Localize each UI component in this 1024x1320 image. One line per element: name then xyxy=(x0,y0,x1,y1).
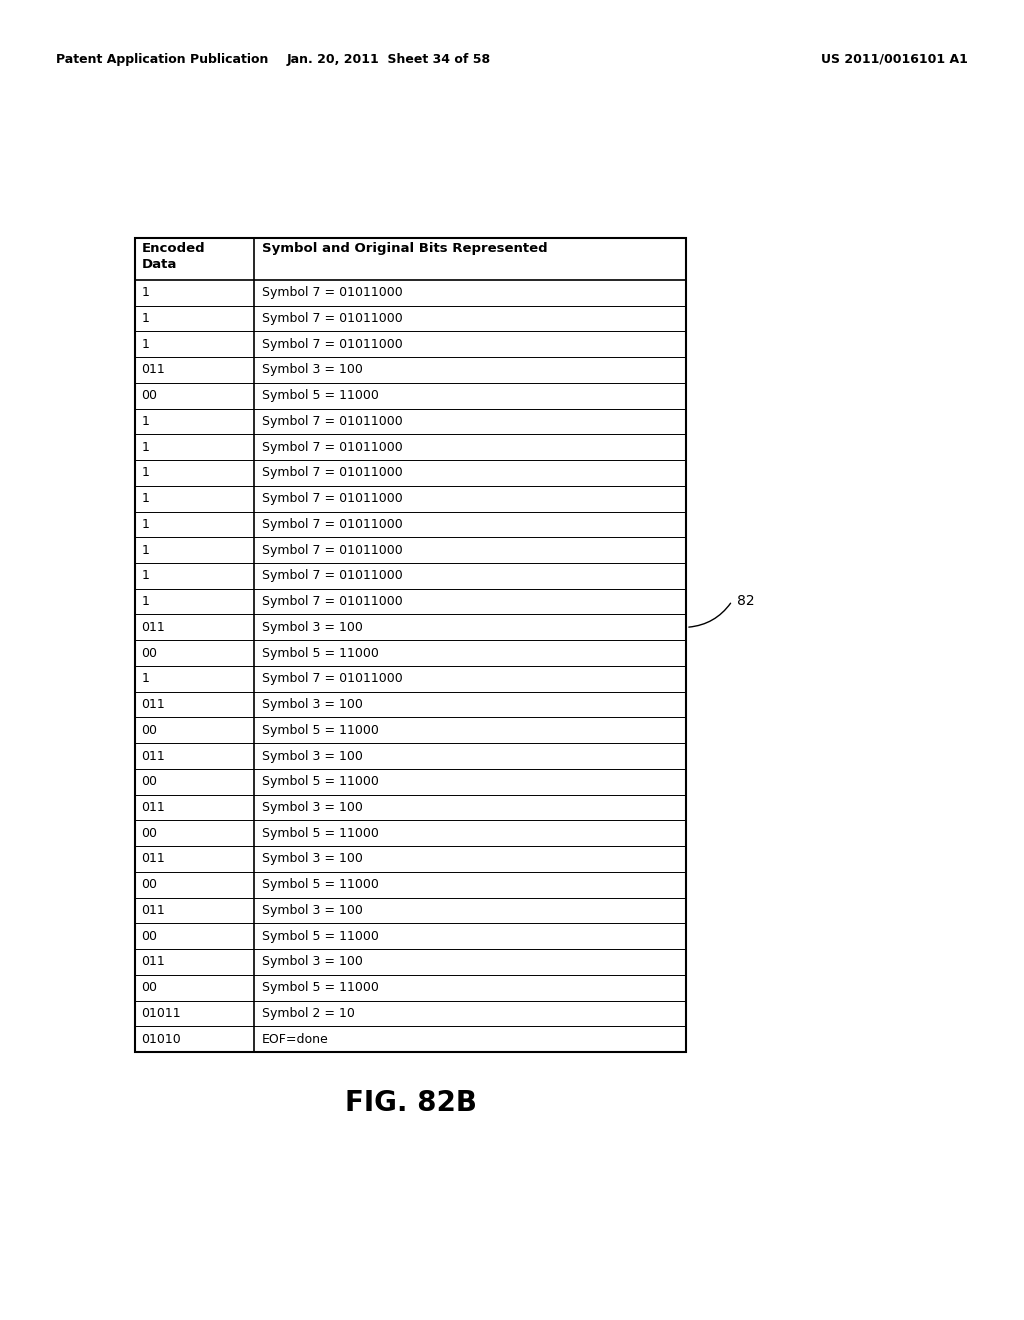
Text: 00: 00 xyxy=(141,389,158,403)
Text: Symbol 5 = 11000: Symbol 5 = 11000 xyxy=(262,723,379,737)
Text: Symbol 7 = 01011000: Symbol 7 = 01011000 xyxy=(262,338,402,351)
Text: Symbol 7 = 01011000: Symbol 7 = 01011000 xyxy=(262,286,402,300)
Text: 011: 011 xyxy=(141,620,165,634)
Text: Symbol 5 = 11000: Symbol 5 = 11000 xyxy=(262,826,379,840)
Text: 011: 011 xyxy=(141,363,165,376)
Text: Symbol 7 = 01011000: Symbol 7 = 01011000 xyxy=(262,544,402,557)
Text: Symbol 5 = 11000: Symbol 5 = 11000 xyxy=(262,389,379,403)
Text: 011: 011 xyxy=(141,853,165,866)
Text: 00: 00 xyxy=(141,647,158,660)
Text: 1: 1 xyxy=(141,569,150,582)
Text: Symbol 5 = 11000: Symbol 5 = 11000 xyxy=(262,981,379,994)
Text: 011: 011 xyxy=(141,904,165,917)
Text: 00: 00 xyxy=(141,981,158,994)
Text: Symbol 2 = 10: Symbol 2 = 10 xyxy=(262,1007,355,1020)
Bar xyxy=(135,238,686,1052)
Text: 1: 1 xyxy=(141,672,150,685)
Text: 1: 1 xyxy=(141,517,150,531)
Text: 82: 82 xyxy=(737,594,755,609)
Text: 011: 011 xyxy=(141,750,165,763)
Text: Symbol 3 = 100: Symbol 3 = 100 xyxy=(262,904,364,917)
Text: 01010: 01010 xyxy=(141,1032,181,1045)
Text: Symbol 3 = 100: Symbol 3 = 100 xyxy=(262,620,364,634)
Text: 1: 1 xyxy=(141,595,150,609)
Text: 1: 1 xyxy=(141,492,150,506)
Text: Encoded
Data: Encoded Data xyxy=(141,242,205,271)
Text: 00: 00 xyxy=(141,929,158,942)
Text: Symbol 7 = 01011000: Symbol 7 = 01011000 xyxy=(262,595,402,609)
Text: EOF=done: EOF=done xyxy=(262,1032,329,1045)
Text: Symbol 5 = 11000: Symbol 5 = 11000 xyxy=(262,929,379,942)
Text: Symbol 7 = 01011000: Symbol 7 = 01011000 xyxy=(262,517,402,531)
Text: 01011: 01011 xyxy=(141,1007,181,1020)
Text: Symbol 3 = 100: Symbol 3 = 100 xyxy=(262,363,364,376)
Text: Patent Application Publication: Patent Application Publication xyxy=(56,53,268,66)
Text: Jan. 20, 2011  Sheet 34 of 58: Jan. 20, 2011 Sheet 34 of 58 xyxy=(287,53,492,66)
Text: 011: 011 xyxy=(141,801,165,814)
Text: 00: 00 xyxy=(141,775,158,788)
Text: Symbol 5 = 11000: Symbol 5 = 11000 xyxy=(262,647,379,660)
Text: Symbol 7 = 01011000: Symbol 7 = 01011000 xyxy=(262,466,402,479)
Text: 00: 00 xyxy=(141,826,158,840)
Text: Symbol 7 = 01011000: Symbol 7 = 01011000 xyxy=(262,492,402,506)
Text: 1: 1 xyxy=(141,544,150,557)
Text: 1: 1 xyxy=(141,466,150,479)
Text: 1: 1 xyxy=(141,338,150,351)
Text: US 2011/0016101 A1: US 2011/0016101 A1 xyxy=(821,53,968,66)
Text: Symbol 3 = 100: Symbol 3 = 100 xyxy=(262,698,364,711)
Text: Symbol 5 = 11000: Symbol 5 = 11000 xyxy=(262,878,379,891)
Text: FIG. 82B: FIG. 82B xyxy=(345,1089,476,1117)
Text: Symbol 7 = 01011000: Symbol 7 = 01011000 xyxy=(262,569,402,582)
Text: Symbol 7 = 01011000: Symbol 7 = 01011000 xyxy=(262,414,402,428)
Text: Symbol 5 = 11000: Symbol 5 = 11000 xyxy=(262,775,379,788)
Text: 1: 1 xyxy=(141,286,150,300)
Text: 00: 00 xyxy=(141,723,158,737)
Text: 00: 00 xyxy=(141,878,158,891)
Text: 1: 1 xyxy=(141,414,150,428)
Text: Symbol 7 = 01011000: Symbol 7 = 01011000 xyxy=(262,312,402,325)
Text: 011: 011 xyxy=(141,698,165,711)
Text: Symbol 7 = 01011000: Symbol 7 = 01011000 xyxy=(262,672,402,685)
Text: 1: 1 xyxy=(141,312,150,325)
Text: 011: 011 xyxy=(141,956,165,969)
Text: Symbol 3 = 100: Symbol 3 = 100 xyxy=(262,853,364,866)
Text: Symbol and Original Bits Represented: Symbol and Original Bits Represented xyxy=(262,242,548,255)
Text: Symbol 3 = 100: Symbol 3 = 100 xyxy=(262,801,364,814)
Text: Symbol 7 = 01011000: Symbol 7 = 01011000 xyxy=(262,441,402,454)
Text: 1: 1 xyxy=(141,441,150,454)
Text: Symbol 3 = 100: Symbol 3 = 100 xyxy=(262,750,364,763)
Text: Symbol 3 = 100: Symbol 3 = 100 xyxy=(262,956,364,969)
